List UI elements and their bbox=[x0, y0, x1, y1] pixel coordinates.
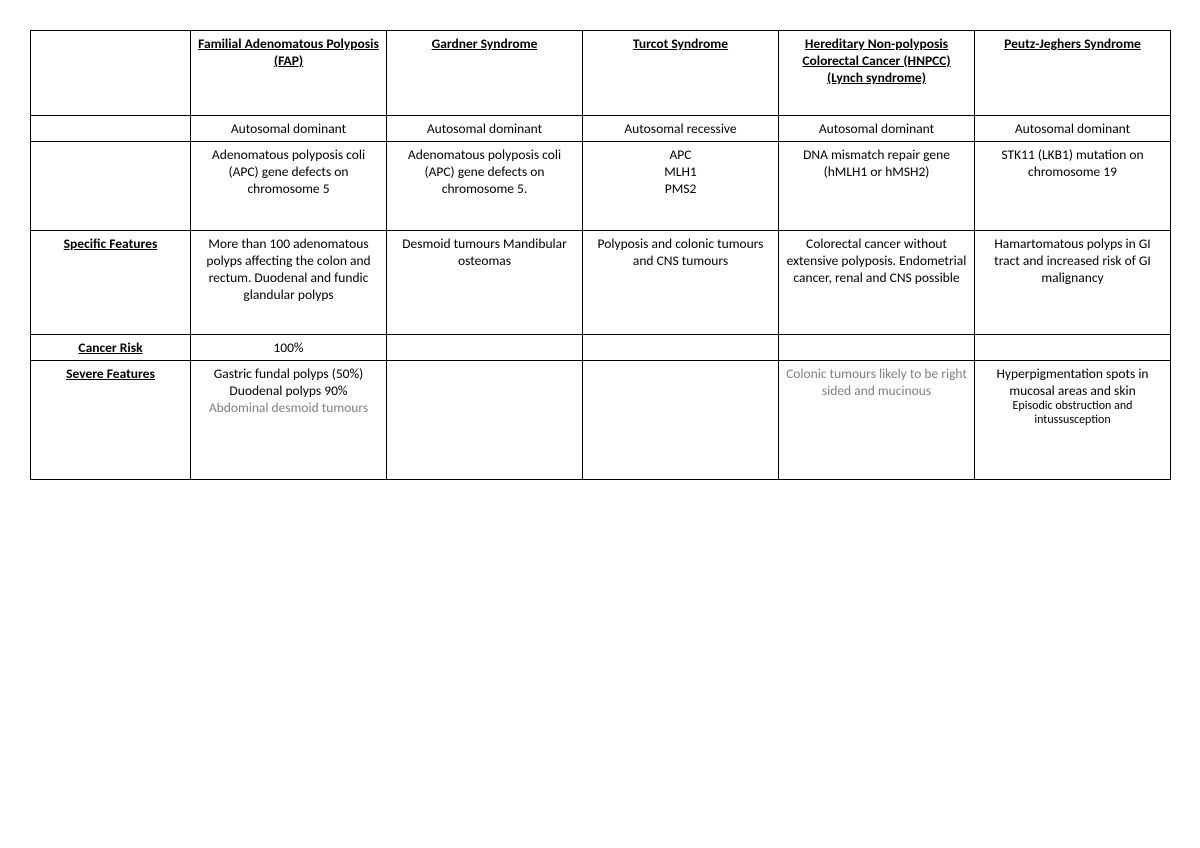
specific-features-row: Specific Features More than 100 adenomat… bbox=[31, 231, 1171, 335]
gene-apc: APC bbox=[589, 146, 772, 163]
cell-risk-hnpcc bbox=[779, 335, 975, 361]
cell-spec-fap: More than 100 adenomatous polyps affecti… bbox=[191, 231, 387, 335]
cell-risk-gardner bbox=[387, 335, 583, 361]
cell-risk-turcot bbox=[583, 335, 779, 361]
cell-spec-gardner: Desmoid tumours Mandibular osteomas bbox=[387, 231, 583, 335]
col-header-turcot: Turcot Syndrome bbox=[583, 31, 779, 116]
sev-pj-sub: Episodic obstruction and intussusception bbox=[981, 399, 1164, 427]
cell-gene-fap: Adenomatous polyposis coli (APC) gene de… bbox=[191, 142, 387, 231]
sev-pj-main: Hyperpigmentation spots in mucosal areas… bbox=[996, 365, 1148, 399]
cell-sev-fap: Gastric fundal polyps (50%) Duodenal pol… bbox=[191, 361, 387, 480]
row-label-specific: Specific Features bbox=[31, 231, 191, 335]
gene-pms2: PMS2 bbox=[589, 180, 772, 197]
col-header-gardner: Gardner Syndrome bbox=[387, 31, 583, 116]
cell-risk-pj bbox=[975, 335, 1171, 361]
syndrome-comparison-table: Familial Adenomatous Polyposis (FAP) Gar… bbox=[30, 30, 1171, 480]
inheritance-row: Autosomal dominant Autosomal dominant Au… bbox=[31, 116, 1171, 142]
cell-spec-turcot: Polyposis and colonic tumours and CNS tu… bbox=[583, 231, 779, 335]
cell-sev-turcot bbox=[583, 361, 779, 480]
sev-fap-grey: Abdominal desmoid tumours bbox=[197, 399, 380, 416]
cell-inh-pj: Autosomal dominant bbox=[975, 116, 1171, 142]
cancer-risk-row: Cancer Risk 100% bbox=[31, 335, 1171, 361]
genes-row: Adenomatous polyposis coli (APC) gene de… bbox=[31, 142, 1171, 231]
col-header-hnpcc: Hereditary Non-polyposis Colorectal Canc… bbox=[779, 31, 975, 116]
cell-gene-hnpcc: DNA mismatch repair gene (hMLH1 or hMSH2… bbox=[779, 142, 975, 231]
row-label-inheritance bbox=[31, 116, 191, 142]
header-blank bbox=[31, 31, 191, 116]
cell-inh-turcot: Autosomal recessive bbox=[583, 116, 779, 142]
row-label-severe: Severe Features bbox=[31, 361, 191, 480]
cell-spec-hnpcc: Colorectal cancer without extensive poly… bbox=[779, 231, 975, 335]
severe-features-row: Severe Features Gastric fundal polyps (5… bbox=[31, 361, 1171, 480]
sev-fap-main: Gastric fundal polyps (50%) Duodenal pol… bbox=[214, 365, 364, 399]
cell-gene-gardner: Adenomatous polyposis coli (APC) gene de… bbox=[387, 142, 583, 231]
cell-sev-pj: Hyperpigmentation spots in mucosal areas… bbox=[975, 361, 1171, 480]
cell-inh-fap: Autosomal dominant bbox=[191, 116, 387, 142]
col-header-pj: Peutz-Jeghers Syndrome bbox=[975, 31, 1171, 116]
row-label-risk: Cancer Risk bbox=[31, 335, 191, 361]
gene-mlh1: MLH1 bbox=[589, 163, 772, 180]
cell-inh-gardner: Autosomal dominant bbox=[387, 116, 583, 142]
row-label-genes bbox=[31, 142, 191, 231]
cell-sev-gardner bbox=[387, 361, 583, 480]
cell-risk-fap: 100% bbox=[191, 335, 387, 361]
cell-sev-hnpcc: Colonic tumours likely to be right sided… bbox=[779, 361, 975, 480]
cell-inh-hnpcc: Autosomal dominant bbox=[779, 116, 975, 142]
col-header-fap: Familial Adenomatous Polyposis (FAP) bbox=[191, 31, 387, 116]
cell-spec-pj: Hamartomatous polyps in GI tract and inc… bbox=[975, 231, 1171, 335]
cell-gene-pj: STK11 (LKB1) mutation on chromosome 19 bbox=[975, 142, 1171, 231]
header-row: Familial Adenomatous Polyposis (FAP) Gar… bbox=[31, 31, 1171, 116]
cell-gene-turcot: APC MLH1 PMS2 bbox=[583, 142, 779, 231]
